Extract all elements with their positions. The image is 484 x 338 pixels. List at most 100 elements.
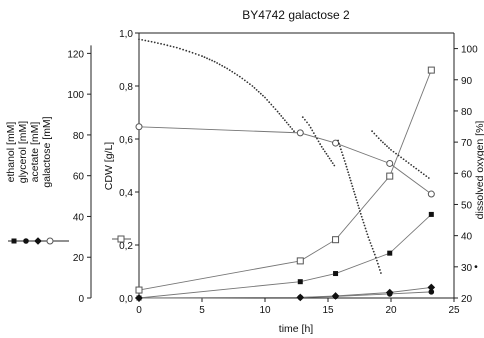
dissolved-oxygen-point [309, 126, 312, 129]
y-tick-label-mm: 0 [78, 294, 84, 305]
dissolved-oxygen-point [312, 132, 315, 135]
dissolved-oxygen-point [420, 171, 423, 174]
dissolved-oxygen-point [283, 119, 286, 122]
x-tick-label: 5 [199, 305, 205, 316]
dissolved-oxygen-point [400, 156, 402, 159]
dissolved-oxygen-point [262, 94, 264, 97]
y-tick-label-cdw: 0,8 [119, 82, 133, 93]
dissolved-oxygen-point [194, 52, 197, 55]
dissolved-oxygen-point [160, 42, 162, 45]
dissolved-oxygen-point [322, 148, 325, 151]
x-tick-label: 25 [448, 305, 460, 316]
dissolved-oxygen-point [311, 129, 314, 132]
y-tick-label-mm: 100 [67, 90, 84, 101]
y-tick-label-dissolved-oxygen: 90 [461, 76, 473, 87]
dissolved-oxygen-point [353, 190, 355, 193]
dissolved-oxygen-point [221, 64, 224, 67]
chart-title: BY4742 galactose 2 [242, 8, 350, 22]
dissolved-oxygen-point [341, 154, 344, 157]
dissolved-oxygen-point [179, 47, 181, 50]
dissolved-oxygen-point [157, 42, 159, 45]
y-tick-label-cdw: 0,2 [119, 241, 133, 252]
y-axis-label-cdw: CDW [g/L] [103, 142, 115, 191]
y-tick-label-dissolved-oxygen: 80 [461, 107, 473, 118]
dissolved-oxygen-point [382, 141, 384, 144]
dissolved-oxygen-point [390, 149, 392, 151]
glycerol-point [428, 289, 435, 295]
dissolved-oxygen-point [270, 103, 273, 106]
dissolved-oxygen-point [175, 46, 178, 49]
dissolved-oxygen-point [368, 239, 371, 242]
y-tick-label-dissolved-oxygen: 100 [461, 45, 478, 56]
dissolved-oxygen-point [293, 130, 295, 133]
dissolved-oxygen-point [352, 187, 355, 190]
dissolved-oxygen-point [364, 227, 367, 230]
dissolved-oxygen-point [359, 212, 362, 215]
dissolved-oxygen-point [344, 163, 347, 165]
dissolved-oxygen-point [355, 199, 358, 201]
dissolved-oxygen-point [365, 230, 368, 233]
y-axis-label-mm-group: ethanol [mM] glycerol [mM] acetate [mM] gal… [5, 116, 53, 187]
dissolved-oxygen-point [425, 175, 428, 178]
y-tick-label-mm: 80 [73, 131, 85, 142]
ethanol-legend-marker [11, 238, 17, 244]
dissolved-oxygen-point [371, 130, 373, 133]
dissolved-oxygen-point [380, 272, 382, 274]
CDW-point [135, 286, 143, 294]
ethanol-point [333, 271, 339, 277]
dissolved-oxygen-point [206, 57, 208, 60]
dissolved-oxygen-point [373, 132, 376, 135]
dissolved-oxygen-point [374, 256, 377, 259]
dissolved-oxygen-point [138, 38, 140, 41]
y-tick-label-mm: 120 [67, 49, 84, 60]
dissolved-oxygen-point [333, 164, 336, 167]
dissolved-oxygen-point [233, 72, 236, 75]
dissolved-oxygen-point [306, 121, 308, 124]
galactose-point [427, 190, 435, 198]
y-tick-label-dissolved-oxygen: 30 [461, 263, 473, 274]
dissolved-oxygen-point [405, 160, 408, 163]
dissolved-oxygen-point [351, 185, 354, 188]
CDW-point [386, 172, 394, 180]
y-tick-label-mm: 20 [73, 253, 85, 264]
y-tick-label-cdw: 1,0 [119, 29, 133, 40]
y-tick-label-dissolved-oxygen: 70 [461, 138, 473, 149]
dissolved-oxygen-point [388, 147, 390, 149]
dissolved-oxygen-point [287, 123, 290, 126]
dissolved-oxygen-point [272, 105, 275, 108]
dissolved-oxygen-point [349, 179, 352, 182]
dissolved-oxygen-point [280, 115, 283, 117]
y-tick-label-dissolved-oxygen: 50 [461, 200, 473, 211]
dissolved-oxygen-point [147, 40, 150, 43]
dissolved-oxygen-point [427, 177, 430, 179]
dissolved-oxygen-point [338, 142, 340, 145]
dissolved-oxygen-point [163, 43, 166, 46]
dissolved-oxygen-point [172, 45, 175, 48]
dissolved-oxygen-point [363, 224, 366, 227]
dissolved-oxygen-point [301, 116, 304, 119]
dissolved-oxygen-point [417, 169, 420, 172]
dissolved-oxygen-point [289, 125, 292, 128]
dissolved-oxygen-point [330, 159, 333, 162]
dissolved-oxygen-point [331, 162, 334, 165]
ethanol-point [387, 250, 393, 256]
dissolved-oxygen-point [218, 63, 221, 66]
dissolved-oxygen-point [422, 173, 425, 176]
dissolved-oxygen-point [386, 145, 388, 148]
dissolved-oxygen-point [203, 56, 206, 59]
y-tick-label-mm: 60 [73, 172, 85, 183]
dissolved-oxygen-point [169, 45, 172, 47]
x-tick-label: 20 [385, 305, 397, 316]
legend-symbols [8, 235, 131, 245]
dissolved-oxygen-point [328, 157, 331, 160]
dissolved-oxygen-point [339, 145, 341, 148]
dissolved-oxygen-point [325, 152, 328, 155]
dissolved-oxygen-point [402, 158, 405, 161]
dissolved-oxygen-point [397, 154, 400, 157]
dissolved-oxygen-point [259, 92, 262, 95]
acetate-point [385, 288, 394, 297]
y-tick-label-cdw: 0,6 [119, 135, 133, 146]
y-tick-label-cdw: 0,4 [119, 188, 133, 199]
dissolved-oxygen-point [323, 150, 326, 153]
dissolved-oxygen-point [407, 162, 410, 164]
